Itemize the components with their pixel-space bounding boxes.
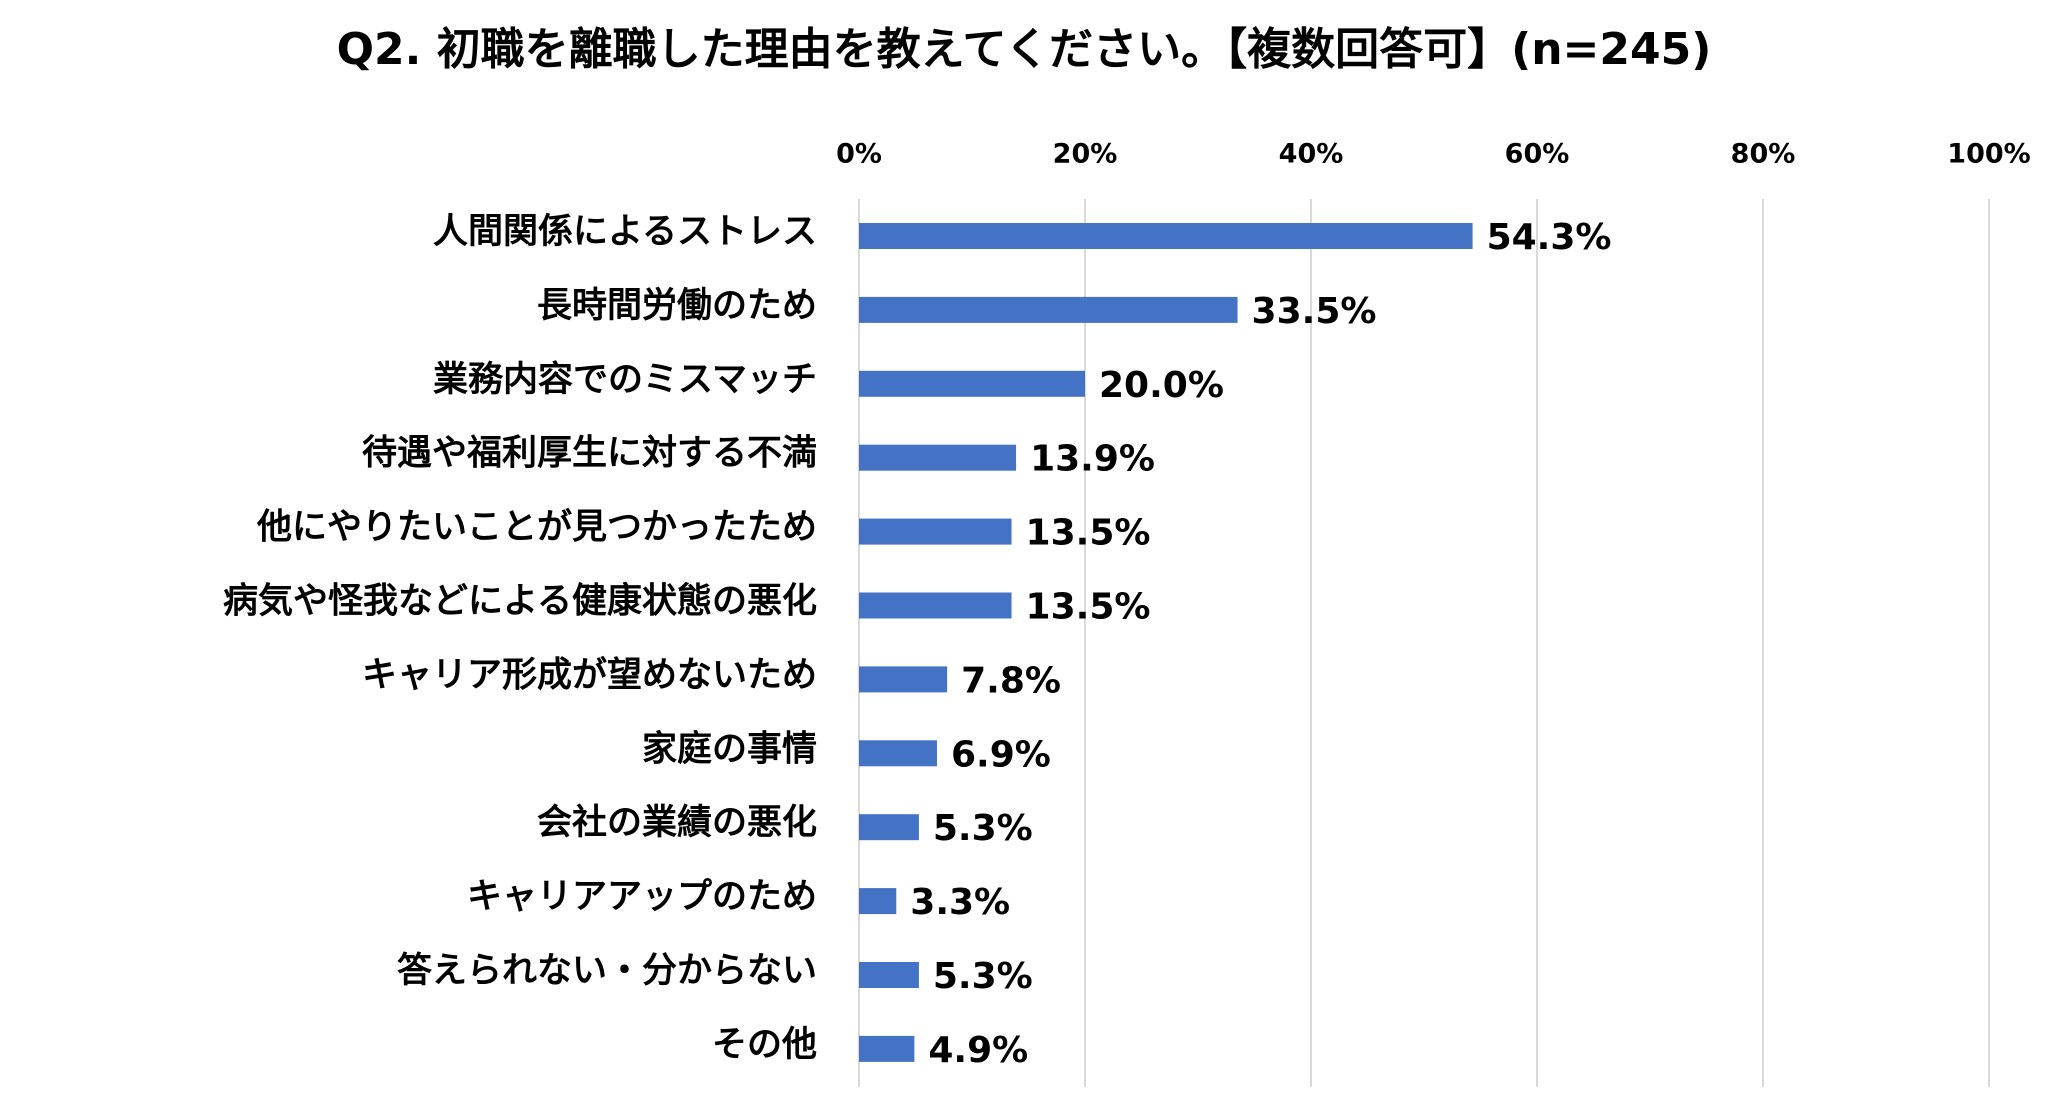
category-label: 家庭の事情 [642,728,817,769]
category-label: 人間関係によるストレス [433,212,817,252]
value-label: 4.9% [928,1030,1028,1071]
bar [859,1035,915,1062]
category-label: 会社の業績の悪化 [537,803,817,843]
category-label: 答えられない・分からない [397,951,817,991]
category-label: その他 [712,1025,817,1065]
value-label: 13.5% [1026,513,1151,554]
x-tick-label: 20% [1053,139,1118,170]
bar [859,444,1017,471]
bar [859,592,1012,619]
bar [859,296,1238,323]
value-label: 7.8% [961,660,1061,701]
category-label: 業務内容でのミスマッチ [433,360,817,400]
x-tick-label: 60% [1505,139,1570,170]
bar [859,223,1473,249]
value-label: 5.3% [933,956,1033,997]
bar [859,370,1085,397]
x-tick-label: 40% [1279,139,1344,170]
category-label: 他にやりたいことが見つかったため [256,508,817,548]
bar [859,666,948,693]
x-tick-label: 0% [836,139,882,170]
value-label: 5.3% [933,808,1033,849]
chart-title: Q2. 初職を離職した理由を教えてください。【複数回答可】(n=245) [337,24,1712,75]
value-label: 33.5% [1252,291,1377,332]
value-label: 3.3% [910,882,1010,923]
value-label: 6.9% [951,734,1051,775]
bar [859,814,919,841]
value-label: 13.5% [1026,587,1151,628]
category-label: キャリア形成が望めないため [362,655,817,695]
bar [859,888,897,915]
category-label: キャリアアップのため [467,877,817,917]
category-label: 病気や怪我などによる健康状態の悪化 [223,581,817,622]
bar [859,740,937,767]
bar [859,518,1012,545]
x-tick-label: 80% [1731,139,1796,170]
category-label: 長時間労働のため [537,286,817,326]
value-label: 13.9% [1030,439,1155,480]
x-tick-label: 100% [1947,139,2030,170]
value-label: 54.3% [1487,217,1612,258]
value-label: 20.0% [1099,365,1224,406]
bar [859,962,919,988]
category-label: 待遇や福利厚生に対する不満 [362,434,817,474]
